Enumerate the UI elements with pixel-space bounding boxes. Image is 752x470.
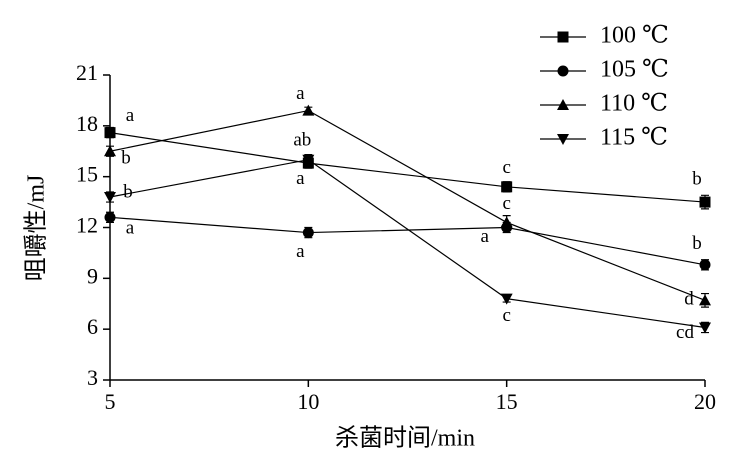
x-tick-label: 5 — [105, 389, 116, 414]
significance-label: d — [684, 289, 694, 310]
legend-marker — [557, 99, 569, 110]
y-tick-label: 21 — [76, 60, 98, 85]
x-tick-label: 10 — [297, 389, 319, 414]
x-tick-label: 20 — [694, 389, 716, 414]
marker — [104, 211, 116, 223]
significance-label: b — [121, 148, 131, 169]
significance-label: b — [692, 233, 702, 254]
marker — [699, 322, 711, 334]
marker — [500, 216, 513, 228]
significance-label: c — [502, 157, 510, 178]
marker — [302, 154, 315, 166]
significance-label: a — [126, 105, 135, 126]
y-tick-label: 12 — [76, 213, 98, 238]
significance-label: c — [502, 305, 510, 326]
marker — [699, 196, 711, 208]
legend-marker — [557, 65, 569, 77]
legend-label: 110 ℃ — [600, 91, 668, 117]
significance-label: a — [296, 83, 305, 104]
legend-marker — [557, 31, 569, 43]
series-line — [109, 132, 706, 203]
marker — [104, 145, 116, 157]
marker — [500, 293, 513, 305]
significance-label: cd — [676, 322, 694, 343]
series-line — [109, 216, 706, 266]
marker — [302, 104, 315, 116]
marker — [699, 259, 711, 271]
marker — [501, 181, 513, 193]
significance-label: c — [502, 193, 510, 214]
significance-label: a — [480, 226, 489, 247]
marker — [104, 192, 116, 203]
significance-label: a — [126, 218, 135, 239]
legend-label: 115 ℃ — [600, 125, 668, 151]
significance-label: b — [123, 181, 133, 202]
series-line — [109, 109, 706, 301]
marker — [104, 127, 116, 139]
x-tick-label: 15 — [496, 389, 518, 414]
marker — [699, 294, 711, 306]
significance-label: b — [692, 168, 702, 189]
y-tick-label: 18 — [76, 111, 98, 136]
x-axis-title: 杀菌时间/min — [335, 425, 475, 452]
legend-label: 100 ℃ — [600, 23, 669, 49]
y-tick-label: 3 — [87, 365, 98, 390]
legend-marker — [557, 134, 569, 145]
significance-label: a — [296, 168, 305, 189]
legend-label: 105 ℃ — [600, 57, 669, 83]
significance-label: ab — [293, 129, 311, 150]
y-tick-label: 15 — [76, 162, 98, 187]
series-line — [109, 159, 706, 329]
significance-label: a — [296, 241, 305, 262]
marker — [302, 227, 314, 239]
y-tick-label: 9 — [87, 263, 98, 288]
y-axis-title: 咀嚼性/mJ — [23, 175, 50, 282]
y-tick-label: 6 — [87, 314, 98, 339]
